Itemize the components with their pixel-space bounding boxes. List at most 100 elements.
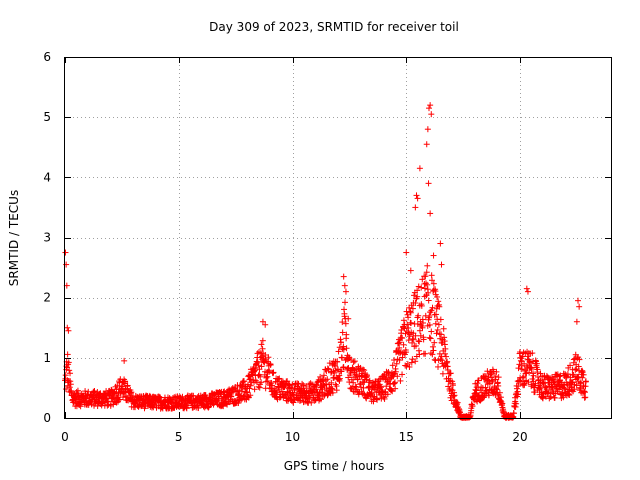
data-point [412, 299, 419, 306]
data-point [303, 383, 310, 390]
data-point [429, 343, 436, 350]
data-point [437, 335, 444, 342]
data-point [407, 309, 414, 316]
data-point [426, 334, 433, 341]
data-point [417, 332, 424, 339]
data-point [409, 305, 416, 312]
data-point [244, 388, 251, 395]
data-point [374, 396, 381, 403]
data-point [408, 320, 415, 327]
y-tick-label: 6 [43, 50, 51, 64]
data-point [128, 389, 135, 396]
data-point [441, 334, 448, 341]
data-point [415, 312, 422, 319]
data-point [247, 375, 254, 382]
data-point [435, 321, 442, 328]
x-tick-label: 5 [175, 430, 183, 444]
data-point [67, 381, 74, 388]
data-point [319, 386, 326, 393]
data-point [406, 363, 413, 370]
data-point [396, 344, 403, 351]
data-point [247, 382, 254, 389]
data-point [524, 288, 531, 295]
data-point [275, 376, 282, 383]
data-point [316, 395, 323, 402]
data-point [418, 284, 425, 291]
data-point [424, 281, 431, 288]
data-point [264, 378, 271, 385]
data-point [64, 324, 71, 331]
data-point [247, 392, 254, 399]
x-tick-label: 20 [512, 430, 527, 444]
data-point [423, 141, 430, 148]
data-point [238, 396, 245, 403]
data-point [421, 285, 428, 292]
data-point [65, 327, 72, 334]
data-point [408, 359, 415, 366]
y-tick-label: 5 [43, 110, 51, 124]
data-point [424, 262, 431, 269]
data-point [420, 336, 427, 343]
data-point [383, 383, 390, 390]
data-point [350, 359, 357, 366]
y-tick-label: 3 [43, 231, 51, 245]
data-point [410, 336, 417, 343]
data-point [342, 288, 349, 295]
data-point [436, 303, 443, 310]
data-point [407, 308, 414, 315]
data-point [352, 371, 359, 378]
data-point [336, 375, 343, 382]
data-point [415, 337, 422, 344]
y-tick-label: 1 [43, 351, 51, 365]
data-point [246, 385, 253, 392]
data-point [340, 273, 347, 280]
data-point [351, 358, 358, 365]
data-point [437, 316, 444, 323]
data-point [339, 329, 346, 336]
data-point [259, 337, 266, 344]
data-point [389, 362, 396, 369]
data-point [416, 165, 423, 172]
data-point [406, 304, 413, 311]
data-point [438, 261, 445, 268]
data-point [433, 311, 440, 318]
data-point [414, 293, 421, 300]
data-point [333, 387, 340, 394]
data-point [422, 350, 429, 357]
data-point [428, 277, 435, 284]
data-point [350, 379, 357, 386]
data-point [340, 346, 347, 353]
x-axis-label: GPS time / hours [284, 459, 385, 473]
data-point [393, 360, 400, 367]
data-point [391, 380, 398, 387]
data-point [343, 345, 350, 352]
data-point [338, 354, 345, 361]
data-point [342, 299, 349, 306]
data-point [343, 331, 350, 338]
data-point [266, 368, 273, 375]
data-point [381, 395, 388, 402]
data-points [62, 102, 589, 421]
data-point [334, 358, 341, 365]
data-point [579, 367, 586, 374]
data-point [342, 320, 349, 327]
data-point [67, 378, 74, 385]
y-tick-label: 2 [43, 291, 51, 305]
data-point [437, 240, 444, 247]
data-point [324, 376, 331, 383]
data-point [380, 373, 387, 380]
data-point [195, 405, 202, 412]
data-point [430, 347, 437, 354]
x-tick-label: 15 [399, 430, 414, 444]
data-point [255, 362, 262, 369]
data-point [364, 372, 371, 379]
data-point [442, 345, 449, 352]
data-point [74, 387, 81, 394]
data-point [338, 339, 345, 346]
data-point [289, 391, 296, 398]
data-point [396, 357, 403, 364]
data-point [245, 381, 252, 388]
data-point [426, 321, 433, 328]
data-point [427, 350, 434, 357]
